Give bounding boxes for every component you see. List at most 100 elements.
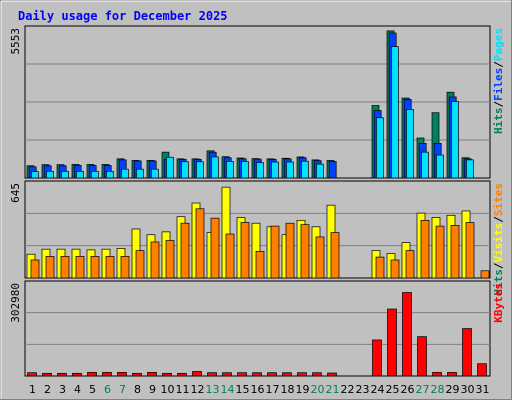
bar-sites-day-31 <box>480 270 490 279</box>
bar-sites-day-4 <box>75 256 85 279</box>
x-tick-label-29: 29 <box>446 383 460 396</box>
bar-kbytes-day-3 <box>57 372 67 377</box>
bar-pages-day-8 <box>136 168 144 179</box>
bar-pages-day-2 <box>46 170 54 179</box>
bar-sites-day-24 <box>375 256 385 279</box>
bar-pages-day-19 <box>301 160 309 179</box>
bar-pages-day-7 <box>121 168 129 179</box>
bar-pages-day-11 <box>181 161 189 179</box>
bar-sites-day-18 <box>285 222 295 279</box>
x-tick-label-24: 24 <box>371 383 385 396</box>
bar-pages-day-5 <box>91 170 99 179</box>
bar-kbytes-day-18 <box>282 372 292 377</box>
x-tick-label-18: 18 <box>281 383 295 396</box>
legend-item: Pages <box>492 28 505 61</box>
legend-item: Hits <box>492 108 505 135</box>
bar-sites-day-3 <box>60 256 70 279</box>
x-tick-label-8: 8 <box>134 383 141 396</box>
x-tick-label-26: 26 <box>401 383 415 396</box>
bar-sites-day-6 <box>105 256 115 279</box>
x-tick-label-23: 23 <box>356 383 370 396</box>
bar-pages-day-18 <box>286 161 294 179</box>
bar-pages-day-1 <box>31 171 39 179</box>
bar-pages-day-6 <box>106 170 114 179</box>
bar-sites-day-17 <box>270 225 280 279</box>
bar-sites-day-20 <box>315 236 325 279</box>
panel-bottom <box>24 280 491 377</box>
bar-sites-day-28 <box>435 225 445 279</box>
bar-kbytes-day-5 <box>87 372 97 377</box>
bar-sites-day-16 <box>255 250 265 279</box>
bar-kbytes-day-12 <box>192 371 202 377</box>
bar-pages-day-12 <box>196 161 204 179</box>
y-max-label-bottom: 302980 <box>9 283 22 323</box>
y-max-label-top: 5553 <box>9 28 22 55</box>
bar-kbytes-day-10 <box>162 372 172 377</box>
bar-sites-day-15 <box>240 222 250 279</box>
x-tick-label-2: 2 <box>44 383 51 396</box>
bar-kbytes-day-4 <box>72 372 82 377</box>
bar-sites-day-21 <box>330 232 340 279</box>
x-tick-label-16: 16 <box>251 383 265 396</box>
bar-sites-day-30 <box>465 222 475 279</box>
x-tick-label-1: 1 <box>29 383 36 396</box>
legend-item: / <box>492 262 505 269</box>
bar-pages-day-26 <box>406 109 414 179</box>
bar-pages-day-24 <box>376 117 384 179</box>
bar-sites-day-2 <box>45 256 55 279</box>
bar-kbytes-day-7 <box>117 372 127 377</box>
bar-sites-day-5 <box>90 256 100 279</box>
x-tick-label-15: 15 <box>236 383 250 396</box>
bar-sites-day-13 <box>210 217 220 279</box>
x-tick-label-11: 11 <box>176 383 190 396</box>
x-tick-label-25: 25 <box>386 383 400 396</box>
bar-pages-day-29 <box>451 101 459 179</box>
bar-sites-day-26 <box>405 250 415 279</box>
bar-kbytes-day-27 <box>417 336 427 377</box>
bar-pages-day-27 <box>421 151 429 179</box>
y-max-label-middle: 645 <box>9 183 22 203</box>
x-tick-label-3: 3 <box>59 383 66 396</box>
x-tick-label-27: 27 <box>416 383 430 396</box>
bar-sites-day-27 <box>420 219 430 279</box>
legend-bottom: KBytes <box>492 283 505 323</box>
x-tick-label-21: 21 <box>326 383 340 396</box>
bar-kbytes-day-29 <box>447 372 457 377</box>
x-tick-label-13: 13 <box>206 383 220 396</box>
x-tick-label-19: 19 <box>296 383 310 396</box>
bar-sites-day-8 <box>135 250 145 279</box>
bar-kbytes-day-13 <box>207 372 217 377</box>
bar-kbytes-day-26 <box>402 292 412 377</box>
x-tick-label-6: 6 <box>104 383 111 396</box>
x-tick-label-17: 17 <box>266 383 280 396</box>
chart-title: Daily usage for December 2025 <box>18 9 228 23</box>
bar-pages-day-17 <box>271 161 279 179</box>
x-tick-label-10: 10 <box>161 383 175 396</box>
bar-files-day-21 <box>328 161 337 179</box>
bar-kbytes-day-24 <box>372 339 382 377</box>
bar-pages-day-4 <box>76 170 84 179</box>
bar-sites-day-7 <box>120 256 130 279</box>
bar-kbytes-day-14 <box>222 372 232 377</box>
legend-top: Hits/Files/Pages <box>492 28 505 134</box>
bar-kbytes-day-31 <box>477 363 487 377</box>
bar-kbytes-day-6 <box>102 372 112 377</box>
bar-sites-day-14 <box>225 233 235 279</box>
x-tick-label-30: 30 <box>461 383 475 396</box>
legend-item: Visits <box>492 223 505 263</box>
bar-sites-day-19 <box>300 224 310 279</box>
x-tick-label-14: 14 <box>221 383 235 396</box>
legend-item: KBytes <box>492 283 505 323</box>
legend-item: / <box>492 61 505 68</box>
bar-pages-day-9 <box>151 168 159 179</box>
bar-sites-day-1 <box>30 259 40 279</box>
bar-pages-day-3 <box>61 170 69 179</box>
legend-item: / <box>492 101 505 108</box>
bar-pages-day-20 <box>316 163 324 179</box>
bar-kbytes-day-20 <box>312 372 322 377</box>
bar-sites-day-29 <box>450 225 460 279</box>
x-tick-label-4: 4 <box>74 383 81 396</box>
bar-kbytes-day-1 <box>27 372 37 377</box>
bar-kbytes-day-30 <box>462 328 472 377</box>
legend-middle: Hits/Visits/Sites <box>492 183 505 296</box>
